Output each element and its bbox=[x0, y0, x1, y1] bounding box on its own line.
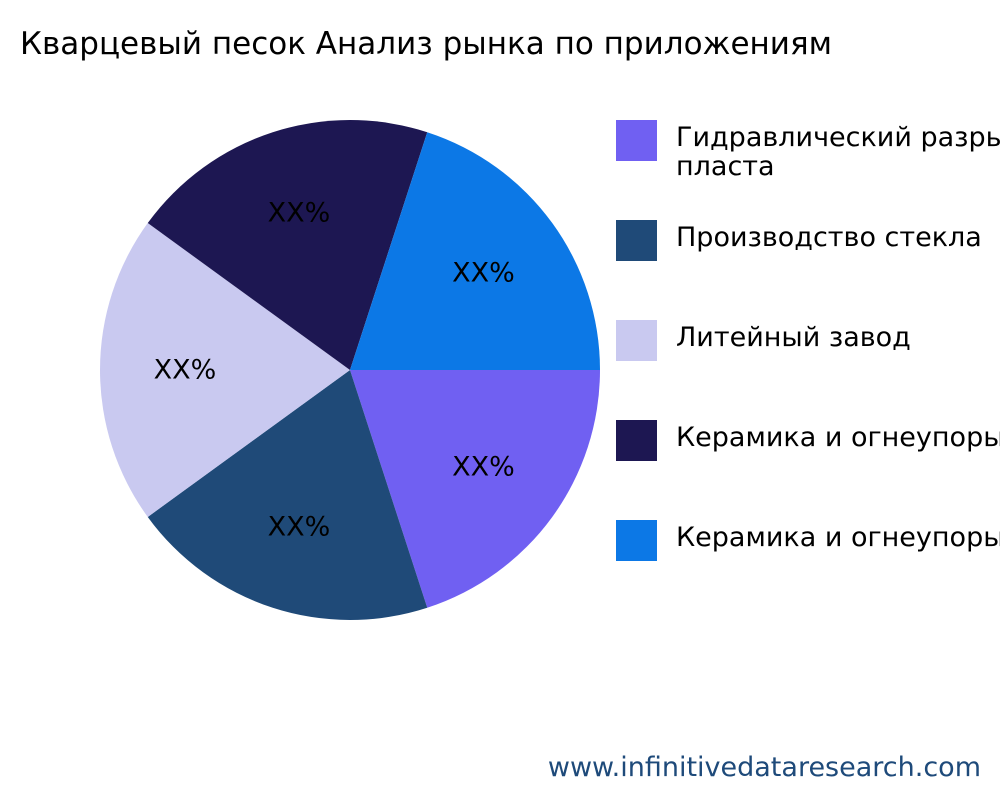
pie-slice-3 bbox=[147, 120, 428, 370]
legend-swatch-4 bbox=[616, 520, 657, 561]
pie-slice-2 bbox=[100, 223, 350, 517]
legend-label-1: Производство стекла bbox=[676, 222, 982, 253]
legend-item-2: Литейный завод bbox=[616, 320, 1000, 362]
pie-data-label-0: XX% bbox=[452, 451, 515, 482]
chart-title: Кварцевый песок Анализ рынка по приложен… bbox=[20, 26, 832, 62]
legend-item-3: Керамика и огнеупоры bbox=[616, 420, 1000, 462]
pie-data-label-3: XX% bbox=[268, 198, 331, 229]
legend-swatch-0 bbox=[616, 120, 657, 161]
legend-label-4: Керамика и огнеупоры bbox=[676, 522, 1000, 553]
legend-label-0: Гидравлический разрыв пласта bbox=[676, 122, 1000, 182]
legend-item-0: Гидравлический разрыв пласта bbox=[616, 120, 1000, 181]
pie-data-labels: XX% XX% XX% XX% XX% bbox=[154, 198, 515, 543]
legend-swatch-3 bbox=[616, 420, 657, 461]
legend-label-2: Литейный завод bbox=[676, 322, 911, 353]
pie-data-label-4: XX% bbox=[452, 258, 515, 289]
pie-slice-0 bbox=[350, 370, 600, 608]
pie-data-label-1: XX% bbox=[268, 511, 331, 542]
legend-label-3: Керамика и огнеупоры bbox=[676, 422, 1000, 453]
legend-item-1: Производство стекла bbox=[616, 220, 1000, 262]
pie-chart: XX% XX% XX% XX% XX% bbox=[100, 120, 600, 620]
legend-item-4: Керамика и огнеупоры bbox=[616, 520, 1000, 562]
pie-slice-4 bbox=[350, 132, 600, 370]
pie-data-label-2: XX% bbox=[154, 355, 217, 386]
legend-swatch-2 bbox=[616, 320, 657, 361]
watermark-url: www.infinitivedataresearch.com bbox=[547, 752, 981, 783]
pie-slice-1 bbox=[147, 370, 428, 620]
legend-swatch-1 bbox=[616, 220, 657, 261]
legend: Гидравлический разрыв пласта Производство… bbox=[616, 120, 1000, 580]
pie-slices bbox=[100, 120, 600, 620]
